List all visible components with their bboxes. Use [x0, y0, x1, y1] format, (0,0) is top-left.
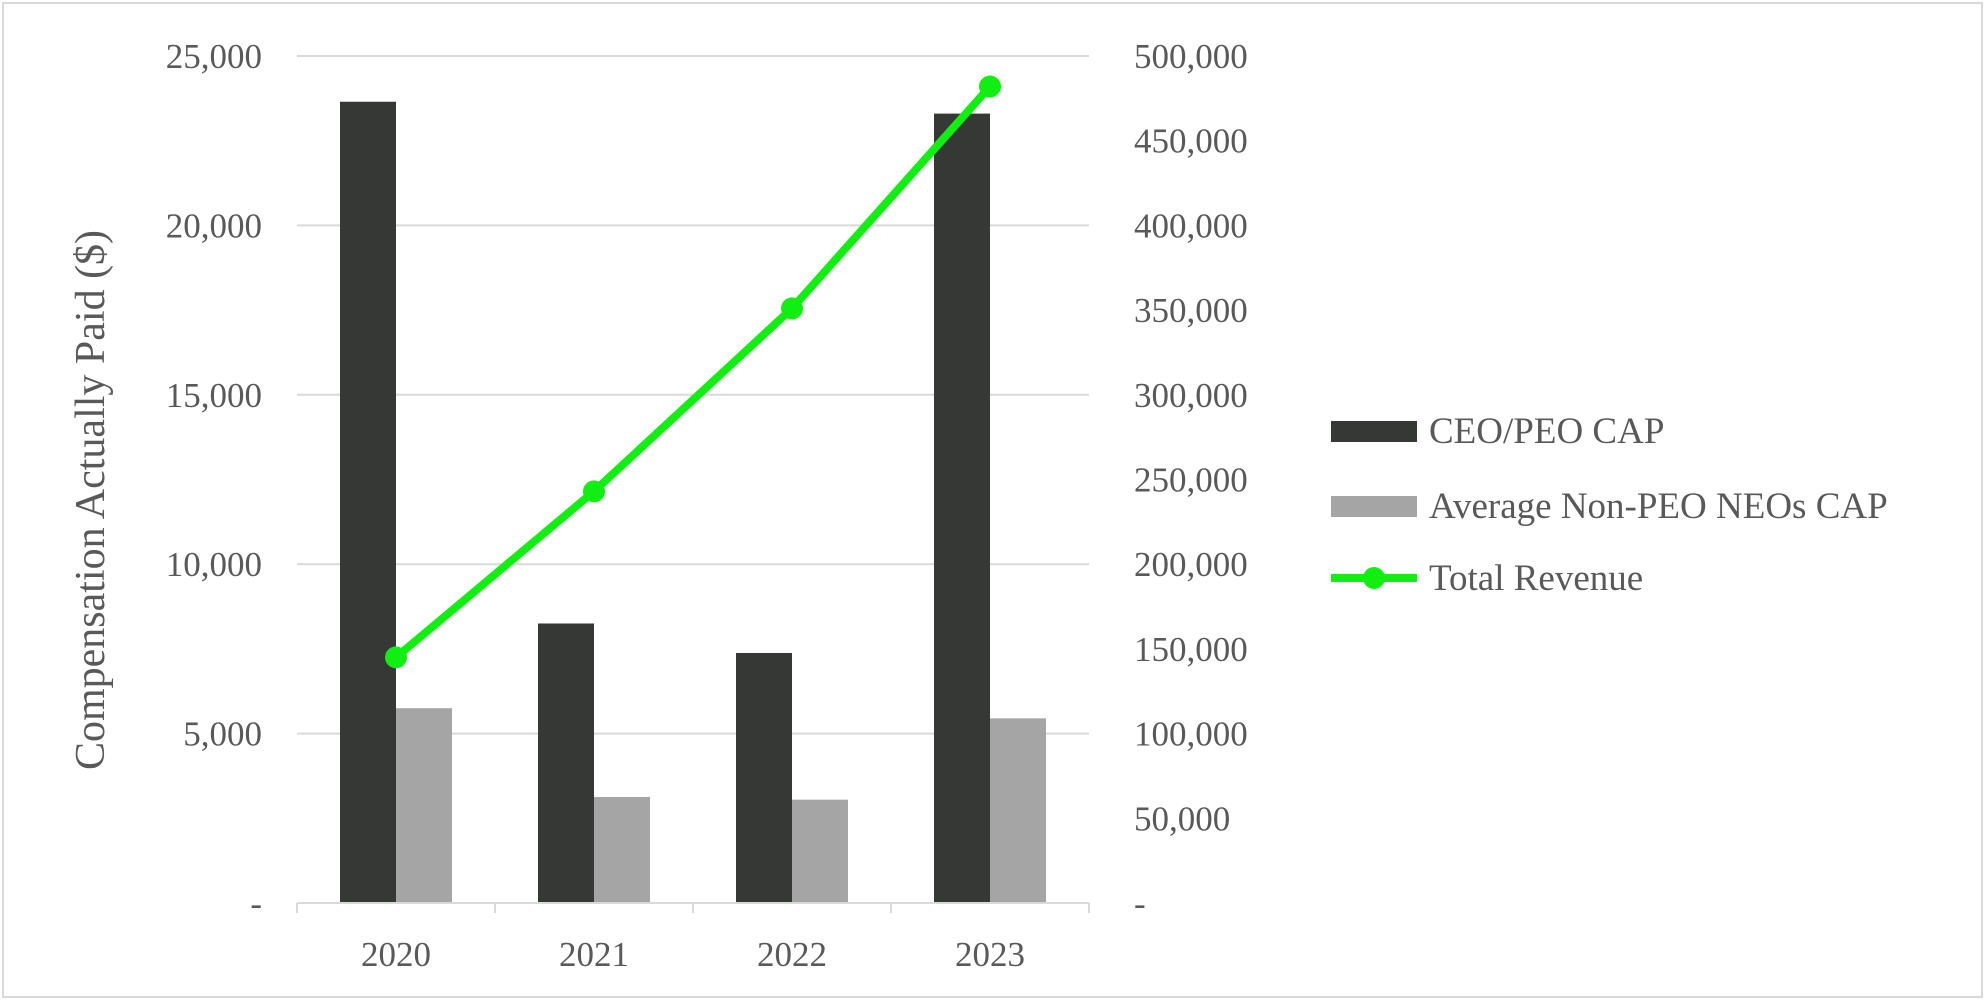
bar	[340, 101, 396, 904]
y2-tick-label: 150,000	[1134, 630, 1248, 669]
y2-tick-label: 500,000	[1134, 37, 1248, 76]
x-tick-label: 2022	[757, 935, 827, 974]
y2-tick-label: 50,000	[1134, 799, 1230, 838]
legend-label: Average Non-PEO NEOs CAP	[1429, 486, 1888, 527]
combo-chart: 2020 2021 2022 2023 - 5,000 10,000 15,000 20,00…	[68, 37, 1888, 974]
y-tick-label: 20,000	[166, 206, 262, 245]
y-axis-title: Compensation Actually Paid ($)	[68, 230, 114, 770]
y-tick-label: 10,000	[166, 545, 262, 584]
x-tick-label: 2020	[361, 935, 431, 974]
y2-tick-label: 450,000	[1134, 122, 1248, 161]
left-y-axis: - 5,000 10,000 15,000 20,000 25,000	[166, 37, 262, 923]
bar	[736, 652, 792, 903]
legend-label: Total Revenue	[1429, 558, 1643, 599]
y-tick-label: -	[250, 884, 262, 923]
y2-tick-label: 250,000	[1134, 461, 1248, 500]
line-point	[583, 480, 605, 503]
y2-tick-label: -	[1134, 884, 1146, 923]
x-tick-label: 2023	[955, 935, 1025, 974]
y-tick-label: 15,000	[166, 376, 262, 415]
y2-tick-label: 350,000	[1134, 291, 1248, 330]
y2-tick-label: 200,000	[1134, 545, 1248, 584]
line-point	[979, 75, 1001, 98]
y2-tick-label: 300,000	[1134, 376, 1248, 415]
bar	[538, 623, 594, 903]
bar	[396, 708, 452, 903]
legend-swatch	[1331, 496, 1417, 517]
line-point	[781, 297, 803, 320]
legend-label: CEO/PEO CAP	[1429, 411, 1664, 452]
x-tick-label: 2021	[559, 935, 629, 974]
bar	[792, 799, 848, 903]
y2-tick-label: 400,000	[1134, 206, 1248, 245]
legend: CEO/PEO CAP Average Non-PEO NEOs CAP Total…	[1331, 411, 1888, 599]
legend-marker	[1363, 567, 1385, 589]
bar	[934, 113, 990, 903]
y-tick-label: 5,000	[183, 715, 262, 754]
legend-swatch	[1331, 421, 1417, 442]
y-tick-label: 25,000	[166, 37, 262, 76]
bar	[594, 796, 650, 903]
y2-tick-label: 100,000	[1134, 715, 1248, 754]
revenue-line	[385, 75, 1001, 669]
bar	[990, 718, 1046, 903]
x-axis: 2020 2021 2022 2023	[296, 902, 1090, 974]
right-y-axis: - 50,000 100,000 150,000 200,000 250,000 300,0…	[1134, 37, 1248, 923]
revenue-line-path	[393, 83, 993, 661]
line-point	[385, 646, 407, 669]
bars	[340, 101, 1046, 904]
